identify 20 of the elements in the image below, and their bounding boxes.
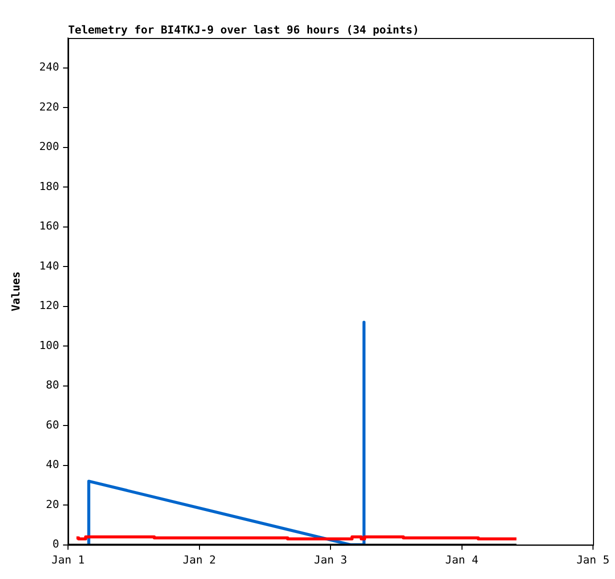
x-tick-label: Jan 1 (52, 553, 85, 566)
y-tick-label: 180 (39, 180, 60, 193)
x-tick-label: Jan 3 (314, 553, 348, 566)
y-tick-label: 240 (39, 60, 60, 74)
y-tick-label: 60 (46, 418, 60, 432)
y-tick-label: 160 (39, 220, 60, 233)
y-tick-label: 80 (46, 378, 60, 392)
y-tick-label: 0 (52, 538, 60, 551)
x-tick-label: Jan 4 (445, 553, 479, 566)
y-tick-label: 140 (39, 259, 60, 272)
y-axis-title: Values (9, 272, 22, 312)
y-tick-label: 40 (46, 458, 60, 472)
chart-title: Telemetry for BI4TKJ-9 over last 96 hours (34 points) (68, 23, 420, 36)
y-tick-label: 120 (39, 299, 60, 312)
y-tick-label: 100 (39, 338, 60, 352)
y-tick-label: 220 (39, 100, 60, 114)
y-tick-label: 20 (46, 498, 60, 511)
y-tick-label: 200 (39, 140, 60, 154)
x-tick-label: Jan 5 (576, 553, 610, 566)
x-tick-label: Jan 2 (182, 553, 216, 566)
